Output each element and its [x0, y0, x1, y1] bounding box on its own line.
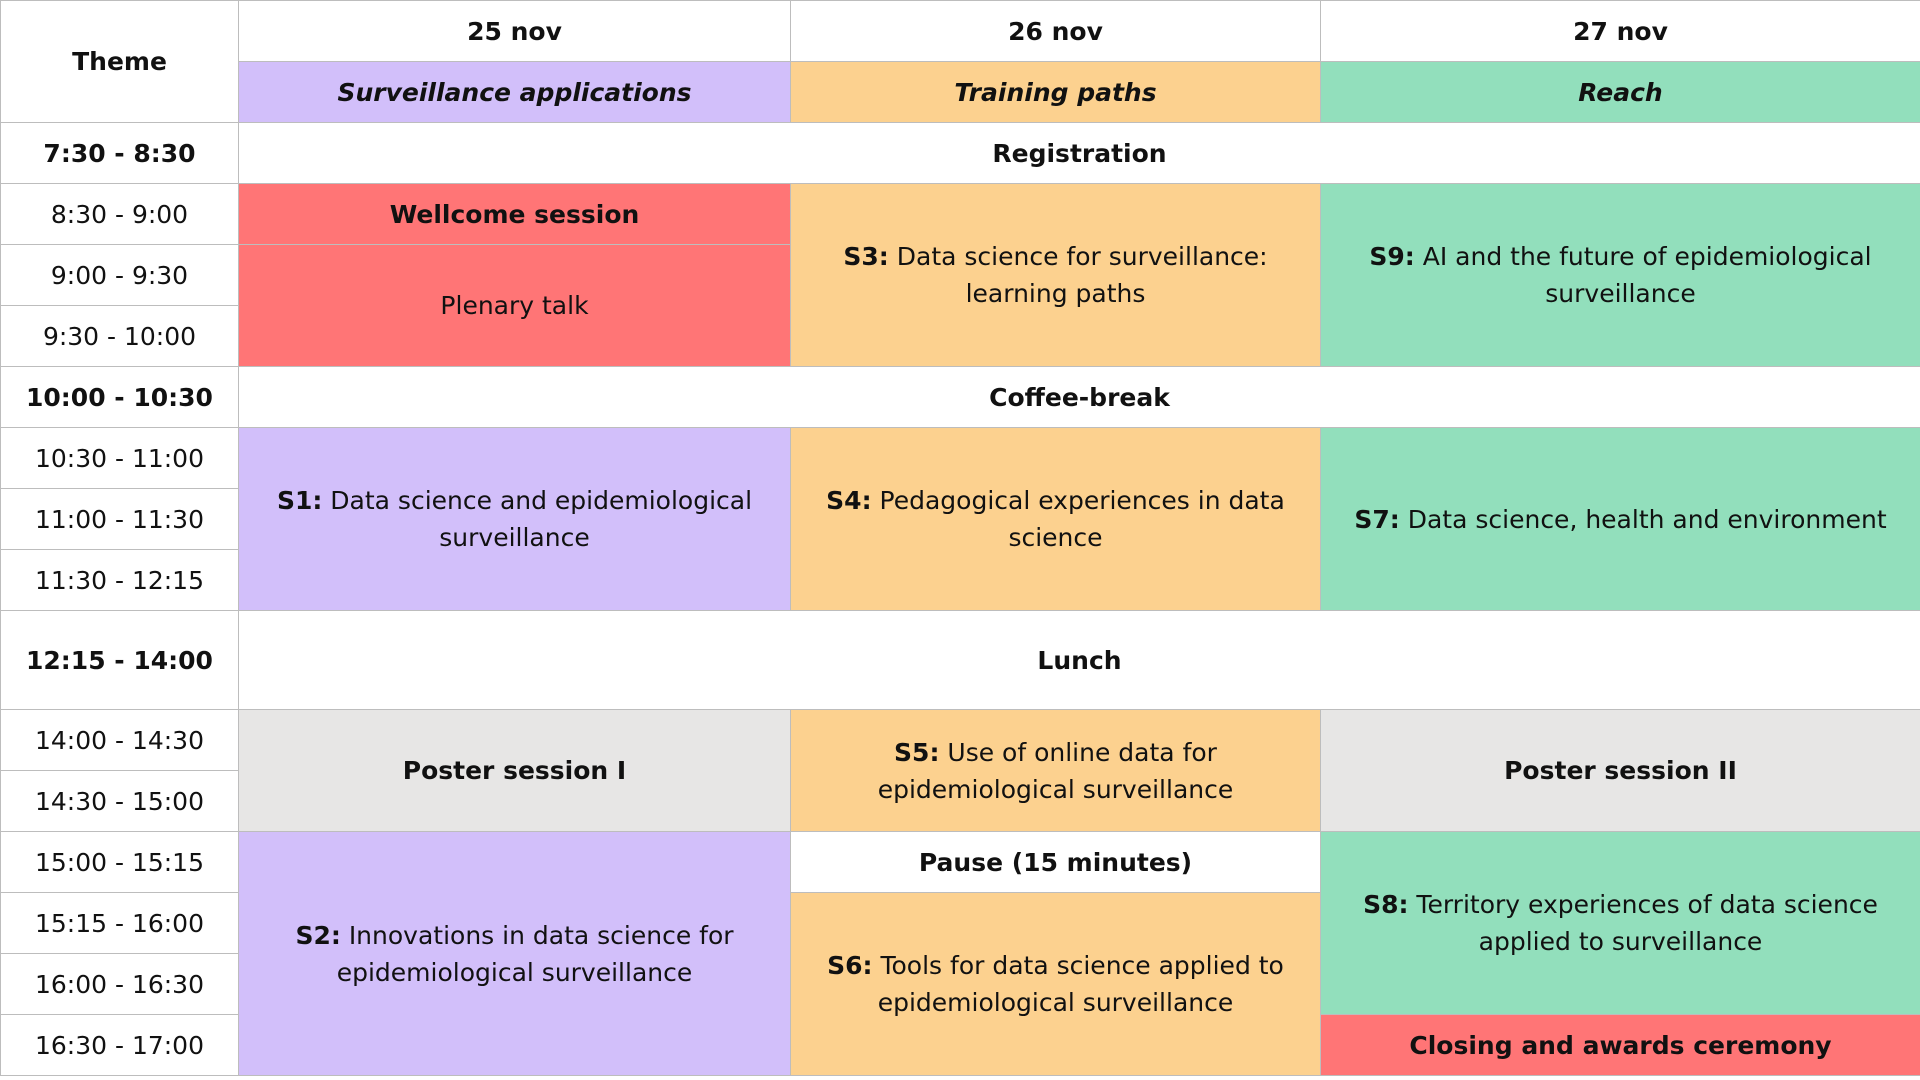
session-s2-cell: S2: Innovations in data science for epid… [238, 831, 791, 1076]
session-title: Innovations in data science for epidemio… [336, 920, 734, 987]
time-slot: 16:00 - 16:30 [0, 953, 239, 1015]
session-title: Tools for data science applied to epidem… [877, 951, 1284, 1017]
theme-surveillance-applications: Surveillance applications [238, 61, 791, 123]
session-s1-cell: S1: Data science and epidemiological sur… [238, 427, 791, 611]
session-s3-cell: S3: Data science for surveillance: learn… [790, 183, 1321, 367]
time-slot: 14:00 - 14:30 [0, 709, 239, 771]
session-title: Use of online data for epidemiological s… [877, 737, 1234, 804]
session-s7-cell: S7: Data science, health and environment [1320, 427, 1920, 611]
session-s5-cell: S5: Use of online data for epidemiologic… [790, 709, 1321, 832]
welcome-session-cell: Wellcome session [238, 183, 791, 245]
registration-cell: Registration [238, 122, 1920, 184]
session-code: S1: [276, 486, 323, 515]
coffee-break-cell: Coffee-break [238, 366, 1920, 428]
table-row: 9:00 - 9:30 Plenary talk [0, 244, 1920, 367]
poster-session-2-cell: Poster session II [1320, 709, 1920, 832]
table-row: 11:00 - 11:30 [0, 488, 1920, 550]
closing-ceremony-cell: Closing and awards ceremony [1320, 1014, 1920, 1076]
session-title: Data science, health and environment [1407, 504, 1887, 534]
session-s4-cell: S4: Pedagogical experiences in data scie… [790, 427, 1321, 611]
table-row: 11:30 - 12:15 [0, 549, 1920, 611]
session-code: S4: [826, 486, 872, 515]
time-slot: 16:30 - 17:00 [0, 1014, 239, 1076]
theme-header: Theme [0, 0, 239, 123]
lunch-cell: Lunch [238, 610, 1920, 710]
table-row: Theme 25 nov 26 nov 27 nov [0, 0, 1920, 123]
session-code: S7: [1354, 504, 1400, 534]
session-s6-cell: S6: Tools for data science applied to ep… [790, 892, 1321, 1076]
time-slot: 9:30 - 10:00 [0, 305, 239, 367]
table-row: Surveillance applications Training paths… [1, 61, 1920, 123]
table-row: 7:30 - 8:30 Registration [0, 122, 1920, 184]
table-row: 16:30 - 17:00 Closing and awards ceremon… [0, 1014, 1920, 1076]
time-slot: 14:30 - 15:00 [0, 770, 239, 832]
plenary-talk-cell: Plenary talk [238, 244, 791, 367]
session-s9-cell: S9: AI and the future of epidemiological… [1320, 183, 1920, 367]
table-row: 14:00 - 14:30 Poster session I S5: Use o… [0, 709, 1920, 832]
time-slot: 7:30 - 8:30 [0, 122, 239, 184]
session-code: S9: [1369, 242, 1415, 271]
session-s8-cell: S8: Territory experiences of data scienc… [1320, 831, 1920, 1015]
session-title: AI and the future of epidemiological sur… [1422, 242, 1872, 308]
table-row: 14:30 - 15:00 [0, 770, 1920, 832]
day-header-26-nov: 26 nov [790, 0, 1321, 62]
day-header-25-nov: 25 nov [238, 0, 791, 62]
session-code: S6: [827, 951, 873, 980]
session-code: S2: [295, 920, 341, 950]
table-row: 16:00 - 16:30 [0, 953, 1920, 1015]
time-slot: 12:15 - 14:00 [0, 610, 239, 710]
table-row: 10:00 - 10:30 Coffee-break [0, 366, 1920, 428]
session-title: Pedagogical experiences in data science [879, 486, 1285, 552]
table-row: 12:15 - 14:00 Lunch [0, 610, 1920, 710]
day-header-27-nov: 27 nov [1320, 0, 1920, 62]
pause-cell: Pause (15 minutes) [790, 831, 1321, 893]
theme-reach: Reach [1320, 61, 1920, 123]
table-row: 10:30 - 11:00 S1: Data science and epide… [0, 427, 1920, 611]
table-row: 8:30 - 9:00 Wellcome session S3: Data sc… [0, 183, 1920, 367]
time-slot: 11:00 - 11:30 [0, 488, 239, 550]
time-slot: 10:00 - 10:30 [0, 366, 239, 428]
session-title: Data science and epidemiological surveil… [330, 486, 753, 552]
time-slot: 11:30 - 12:15 [0, 549, 239, 611]
session-code: S3: [843, 242, 889, 271]
theme-training-paths: Training paths [790, 61, 1321, 123]
time-slot: 15:00 - 15:15 [0, 831, 239, 893]
session-title: Data science for surveillance: learning … [896, 242, 1268, 308]
session-code: S5: [894, 737, 940, 767]
table-row: 15:00 - 15:15 S2: Innovations in data sc… [0, 831, 1920, 1076]
time-slot: 8:30 - 9:00 [0, 183, 239, 245]
poster-session-1-cell: Poster session I [238, 709, 791, 832]
time-slot: 10:30 - 11:00 [0, 427, 239, 489]
session-code: S8: [1363, 890, 1409, 919]
session-title: Territory experiences of data science ap… [1416, 890, 1878, 956]
table-row: 15:15 - 16:00 S6: Tools for data science… [0, 892, 1920, 1076]
time-slot: 9:00 - 9:30 [0, 244, 239, 306]
time-slot: 15:15 - 16:00 [0, 892, 239, 954]
